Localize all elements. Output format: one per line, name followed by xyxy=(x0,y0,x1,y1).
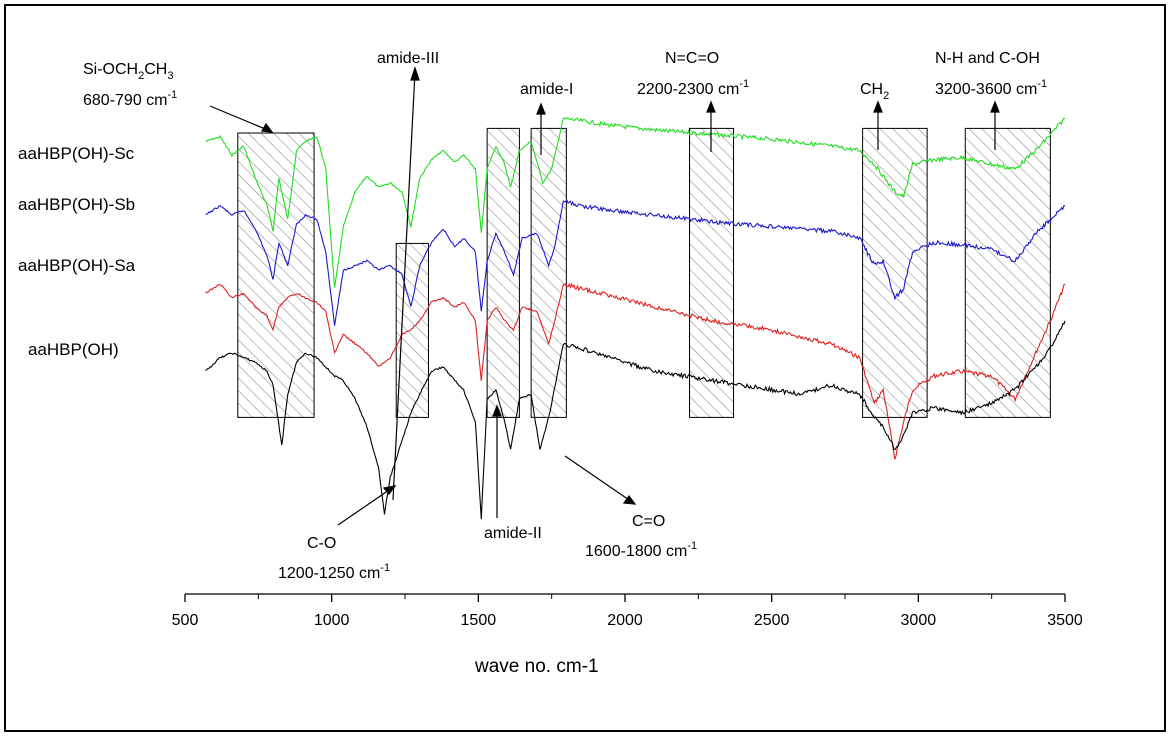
series-line-sa xyxy=(205,282,1066,460)
arrow-head-amide-ii xyxy=(492,404,502,417)
arrow-head-amide-i xyxy=(536,102,546,115)
annotation-amide-ii: amide-II xyxy=(484,525,542,542)
spectra xyxy=(205,117,1066,520)
arrow-si-och2ch3 xyxy=(209,105,271,132)
series-line-sb xyxy=(205,199,1065,326)
series-label-sc: aaHBP(OH)-Sc xyxy=(18,144,135,163)
arrow-head-c-o xyxy=(382,485,397,495)
region-box-1 xyxy=(237,132,315,418)
series-label-base: aaHBP(OH) xyxy=(28,340,119,359)
region-box-7 xyxy=(964,127,1051,418)
series-label-sb: aaHBP(OH)-Sb xyxy=(18,195,135,214)
series-line-base xyxy=(205,320,1066,520)
annotation-si-range: 680-790 cm-1 xyxy=(83,89,177,109)
annotation-c-o-range: 1200-1250 cm-1 xyxy=(278,562,390,582)
annotation-si-och2ch3: Si-OCH2CH3 xyxy=(83,61,173,82)
x-tick-label: 3500 xyxy=(1047,612,1083,629)
region-box-4 xyxy=(530,127,567,418)
annotation-c-eq-o-range: 1600-1800 cm-1 xyxy=(585,540,697,560)
arrow-head-ch2 xyxy=(873,100,883,113)
series-line-sc xyxy=(205,117,1066,288)
arrow-c-eq-o xyxy=(564,455,633,503)
x-axis-ticks: 500 1000 1500 2000 2500 3000 3500 xyxy=(172,594,1083,629)
annotation-n-c-o: N=C=O xyxy=(665,50,719,67)
region-box-5 xyxy=(689,127,735,418)
annotation-nh-coh-range: 3200-3600 cm-1 xyxy=(935,78,1047,98)
figure-frame xyxy=(4,4,1166,732)
annotation-c-eq-o: C=O xyxy=(632,513,665,530)
x-tick-label: 2000 xyxy=(607,612,643,629)
x-tick-label: 500 xyxy=(172,612,199,629)
x-tick-label: 3000 xyxy=(901,612,937,629)
x-tick-label: 2500 xyxy=(754,612,790,629)
arrow-c-o xyxy=(337,487,393,526)
annotation-nh-coh: N-H and C-OH xyxy=(935,50,1040,67)
annotation-amide-iii: amide-III xyxy=(377,50,439,67)
absorption-regions xyxy=(237,127,1051,418)
annotation-ch2: CH2 xyxy=(860,81,889,102)
annotation-c-o: C-O xyxy=(307,535,336,552)
arrow-head-n-c-o xyxy=(706,100,716,113)
arrow-head-nh-coh xyxy=(990,100,1000,113)
arrow-head-amide-iii xyxy=(410,66,420,81)
x-tick-label: 1500 xyxy=(461,612,497,629)
arrow-head-c-eq-o xyxy=(622,494,637,505)
annotation-arrows xyxy=(209,66,1000,526)
arrow-amide-iii xyxy=(392,71,416,501)
annotation-n-c-o-range: 2200-2300 cm-1 xyxy=(637,78,749,98)
x-axis-title: wave no. cm-1 xyxy=(474,656,599,677)
x-tick-label: 1000 xyxy=(314,612,350,629)
annotation-amide-i: amide-I xyxy=(520,81,573,98)
region-box-6 xyxy=(862,127,928,418)
arrow-head-si xyxy=(261,122,274,133)
region-box-2 xyxy=(395,242,429,418)
series-label-sa: aaHBP(OH)-Sa xyxy=(18,256,136,275)
